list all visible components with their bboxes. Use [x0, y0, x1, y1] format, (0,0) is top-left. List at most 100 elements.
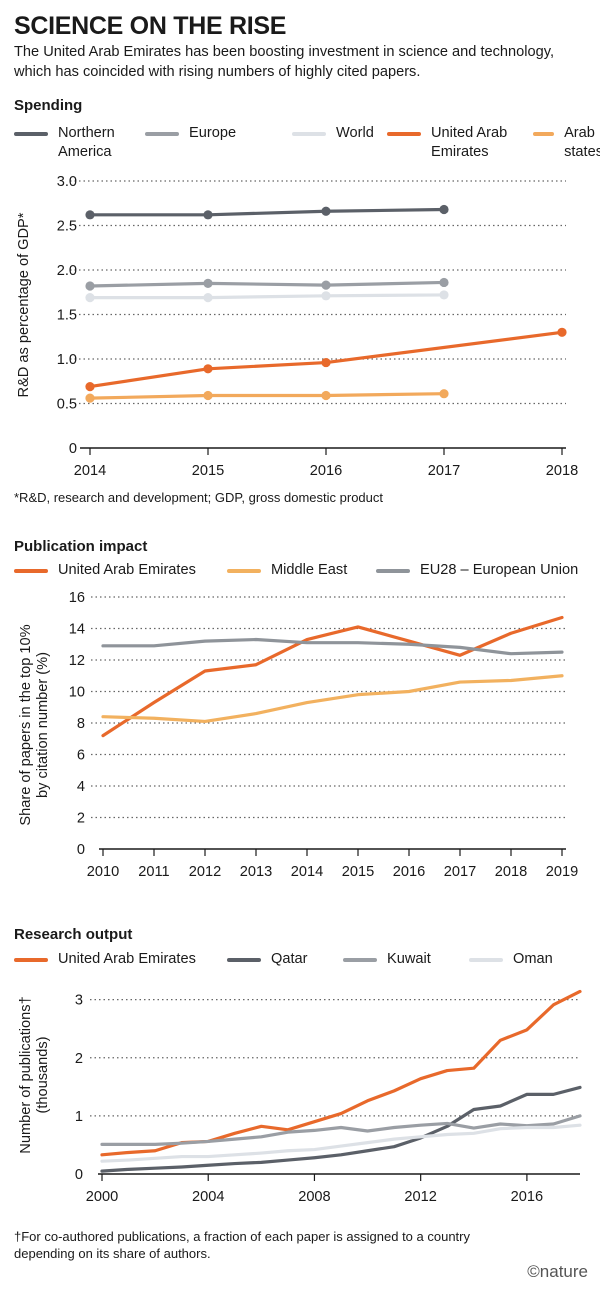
- data-point: [85, 381, 95, 392]
- y-tick-label: 3.0: [57, 174, 77, 190]
- x-tick-label: 2015: [342, 864, 374, 880]
- y-tick-label: 10: [69, 685, 85, 701]
- legend-label: Arab states: [564, 125, 600, 160]
- data-point: [557, 327, 567, 337]
- x-tick-label: 2014: [291, 864, 323, 880]
- legend-swatch: [14, 958, 48, 962]
- y-tick-label: 2: [77, 811, 85, 827]
- x-tick-label: 2016: [393, 864, 425, 880]
- data-point: [203, 278, 213, 288]
- series-line: [88, 293, 446, 300]
- series-line: [100, 989, 582, 1157]
- x-tick-label: 2017: [444, 864, 476, 880]
- x-tick-label: 2004: [192, 1189, 224, 1205]
- chart-research-output: 0 1 2 3 2000 2004 2008 2012 2016 Number of public…: [18, 989, 582, 1205]
- y-tick-label: 2.5: [57, 219, 77, 235]
- data-point: [439, 277, 449, 288]
- y-axis-label: R&D as percentage of GDP*: [16, 212, 32, 397]
- legend-item-uae: United Arab Emirates: [14, 950, 227, 969]
- x-tick-label: 2008: [298, 1189, 330, 1205]
- y-tick-label: 1.5: [57, 308, 77, 324]
- x-tick-label: 2010: [87, 864, 119, 880]
- legend-label: Oman: [513, 951, 553, 967]
- y-tick-label: 0: [69, 441, 77, 457]
- data-point: [439, 204, 449, 215]
- legend-item-kuwait: Kuwait: [343, 950, 469, 969]
- y-tick-label: 0: [75, 1167, 83, 1183]
- x-tick-label: 2017: [428, 463, 460, 479]
- series-line: [101, 674, 564, 724]
- legend-item-qatar: Qatar: [227, 950, 343, 969]
- legend-swatch: [227, 569, 261, 573]
- standfirst: The United Arab Emirates has been boosti…: [14, 44, 555, 80]
- legend-item-middle-east: Middle East: [227, 561, 376, 580]
- chart-title-publication-impact: Publication impact: [14, 538, 148, 555]
- series-line: [101, 615, 564, 738]
- data-point: [203, 292, 213, 303]
- legend-swatch: [145, 132, 179, 136]
- y-tick-label: 16: [69, 590, 85, 606]
- y-tick-label: 0: [77, 842, 85, 858]
- x-tick-label: 2012: [189, 864, 221, 880]
- chart-title-research-output: Research output: [14, 926, 133, 943]
- legend-item-arab-states: Arab states: [533, 124, 600, 162]
- chart-title-spending: Spending: [14, 97, 83, 114]
- nature-logo: ©nature: [527, 1262, 588, 1281]
- x-tick-label: 2012: [404, 1189, 436, 1205]
- data-point: [321, 390, 331, 401]
- legend-swatch: [14, 569, 48, 573]
- series-line: [88, 330, 564, 389]
- y-tick-label: 4: [77, 779, 85, 795]
- y-tick-label: 14: [69, 622, 85, 638]
- series-line: [100, 1123, 582, 1163]
- x-tick-label: 2015: [192, 463, 224, 479]
- x-tick-label: 2018: [495, 864, 527, 880]
- series-line: [100, 1114, 582, 1146]
- x-tick-label: 2016: [511, 1189, 543, 1205]
- legend-item-oman: Oman: [469, 950, 553, 969]
- data-point: [85, 292, 95, 303]
- series-line: [88, 207, 446, 217]
- legend-spending: Northern America Europe World United Ara…: [14, 124, 600, 162]
- legend-label: United Arab Emirates: [58, 562, 196, 578]
- x-tick-label: 2013: [240, 864, 272, 880]
- series-line: [101, 637, 564, 656]
- x-tick-label: 2016: [310, 463, 342, 479]
- legend-publication-impact: United Arab Emirates Middle East EU28 – …: [14, 561, 578, 580]
- y-tick-label: 6: [77, 748, 85, 764]
- legend-research-output: United Arab Emirates Qatar Kuwait Oman: [14, 950, 553, 969]
- legend-label: Qatar: [271, 951, 308, 967]
- legend-label: United Arab Emirates: [431, 125, 508, 160]
- legend-swatch: [343, 958, 377, 962]
- data-point: [321, 291, 331, 301]
- x-tick-label: 2011: [138, 864, 169, 880]
- y-tick-label: 1: [75, 1109, 83, 1125]
- legend-swatch: [387, 132, 421, 136]
- y-tick-label: 2.0: [57, 263, 77, 279]
- legend-label: World: [336, 125, 374, 141]
- x-tick-label: 2000: [86, 1189, 118, 1205]
- series-line: [100, 1085, 582, 1173]
- y-tick-label: 1.0: [57, 352, 77, 368]
- series-line: [88, 392, 446, 400]
- legend-item-europe: Europe: [145, 124, 292, 143]
- legend-label: EU28 – European Union: [420, 562, 579, 578]
- data-point: [203, 364, 213, 374]
- legend-swatch: [292, 132, 326, 136]
- legend-label: Kuwait: [387, 951, 431, 967]
- page-title: SCIENCE ON THE RISE: [14, 12, 287, 40]
- legend-label: Middle East: [271, 562, 348, 578]
- legend-item-world: World: [292, 124, 387, 143]
- legend-swatch: [227, 958, 261, 962]
- y-tick-label: 12: [69, 653, 85, 669]
- data-point: [439, 389, 449, 399]
- footnote-research-output: †For co-authored publications, a fractio…: [14, 1229, 470, 1261]
- y-tick-label: 3: [75, 993, 83, 1009]
- data-point: [203, 390, 213, 401]
- chart-publication-impact: 0 2 4 6 8 10 12 14 16 2010 2011 2012 2013 2014 2015 201…: [18, 590, 578, 880]
- legend-item-northern-america: Northern America: [14, 124, 145, 162]
- footnote-spending: *R&D, research and development; GDP, gro…: [14, 490, 383, 505]
- y-axis-label: Share of papers in the top 10%by citatio…: [18, 624, 51, 825]
- y-tick-label: 0.5: [57, 397, 77, 413]
- data-point: [439, 290, 449, 300]
